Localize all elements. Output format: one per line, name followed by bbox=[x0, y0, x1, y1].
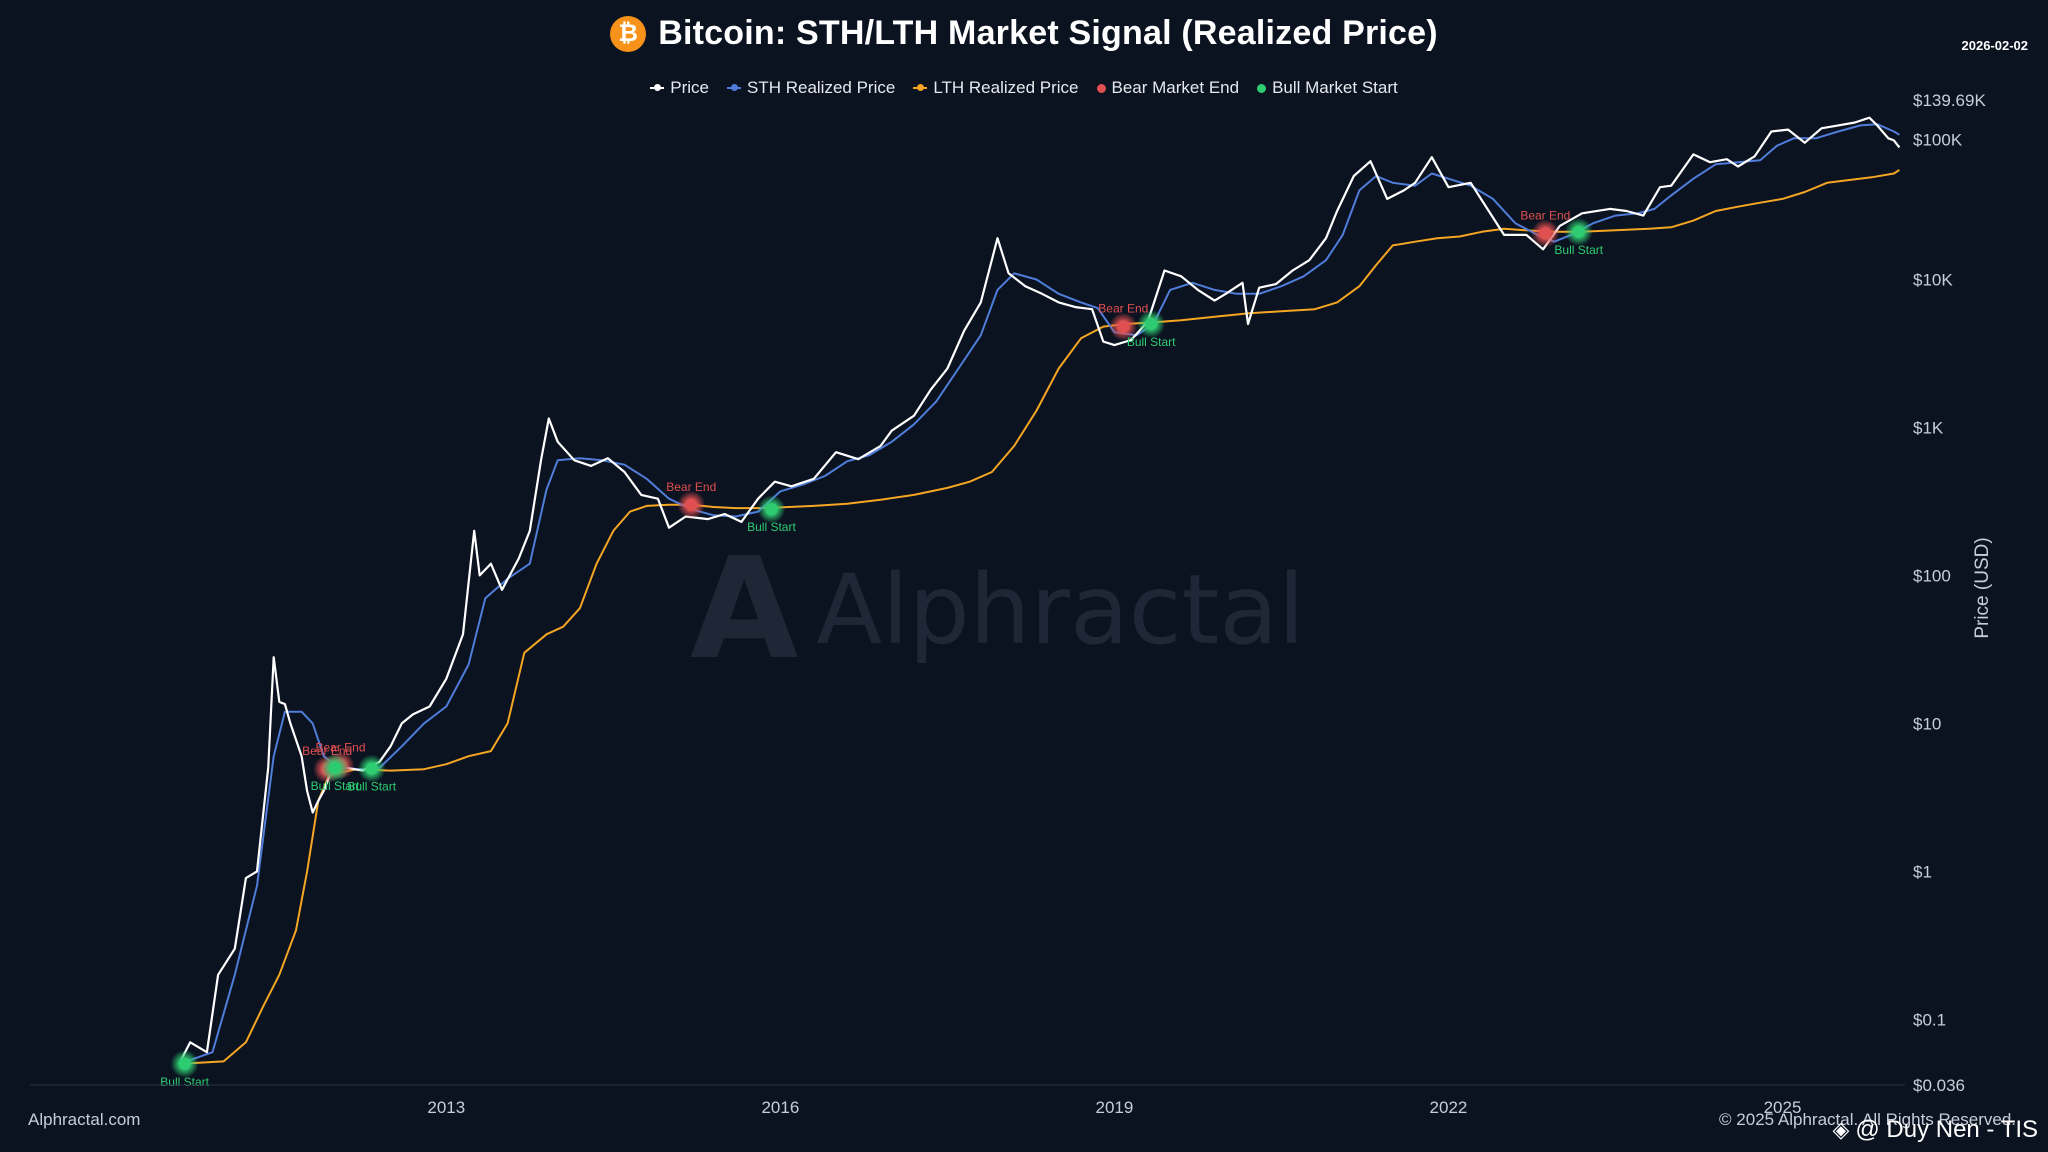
y-tick-label: $139.69K bbox=[1913, 91, 1986, 110]
bitcoin-icon: ₿ bbox=[610, 15, 647, 52]
y-tick-label: $100 bbox=[1913, 566, 1951, 585]
legend-item-sth-realized-price[interactable]: STH Realized Price bbox=[727, 78, 895, 98]
bull-start-label: Bull Start bbox=[1127, 335, 1176, 349]
legend-item-bull-market-start[interactable]: Bull Market Start bbox=[1257, 78, 1398, 98]
chart-title: Bitcoin: STH/LTH Market Signal (Realized… bbox=[658, 14, 1438, 52]
watermark-logo: A bbox=[690, 528, 799, 691]
legend-swatch bbox=[650, 84, 665, 91]
series-sth-realized-price bbox=[178, 123, 1900, 1065]
legend-label: Bull Market Start bbox=[1272, 78, 1398, 97]
bull-start-label: Bull Start bbox=[311, 779, 360, 793]
bull-start-dot bbox=[1572, 225, 1585, 238]
bear-end-label: Bear End bbox=[1098, 302, 1148, 316]
y-axis-label: Price (USD) bbox=[1972, 537, 1993, 638]
legend-label: Price bbox=[670, 78, 709, 97]
bear-end-dot bbox=[1117, 320, 1130, 333]
date-stamp: 2026-02-02 bbox=[1961, 38, 2029, 53]
x-tick-label: 2022 bbox=[1430, 1098, 1468, 1117]
watermark-text: Alphractal bbox=[816, 554, 1305, 666]
credit-badge: ◈ @ Duy Nen - TIS bbox=[1832, 1116, 2038, 1144]
y-tick-label: $10K bbox=[1913, 270, 1953, 289]
y-tick-label: $0.1 bbox=[1913, 1010, 1946, 1029]
source-link[interactable]: Alphractal.com bbox=[28, 1110, 141, 1129]
y-tick-label: $1K bbox=[1913, 418, 1944, 437]
bull-start-dot bbox=[765, 503, 778, 516]
bull-start-dot bbox=[178, 1057, 191, 1070]
bear-end-dot bbox=[1539, 227, 1552, 240]
copyright-text: © 2025 Alphractal. All Rights Reserved. bbox=[1719, 1110, 2016, 1129]
legend-swatch bbox=[913, 84, 928, 91]
legend-label: LTH Realized Price bbox=[933, 78, 1079, 97]
legend-label: Bear Market End bbox=[1111, 78, 1240, 97]
bear-end-label: Bear End bbox=[666, 480, 716, 494]
bull-start-dot bbox=[1145, 318, 1158, 331]
series-lth-realized-price bbox=[179, 169, 1900, 1065]
y-tick-label: $10 bbox=[1913, 714, 1941, 733]
x-tick-label: 2016 bbox=[761, 1098, 799, 1117]
bear-end-label: Bear End bbox=[316, 740, 366, 754]
y-tick-label: $100K bbox=[1913, 130, 1963, 149]
bear-end-dot bbox=[685, 498, 698, 511]
legend: Price STH Realized Price LTH Realized Pric… bbox=[0, 78, 2048, 98]
watermark: A Alphractal bbox=[690, 540, 1305, 680]
legend-label: STH Realized Price bbox=[747, 78, 896, 97]
y-tick-label: $1 bbox=[1913, 862, 1932, 881]
x-tick-label: 2025 bbox=[1764, 1098, 1802, 1117]
bull-start-label: Bull Start bbox=[747, 520, 796, 534]
bull-start-label: Bull Start bbox=[347, 780, 396, 794]
title-bar: ₿ Bitcoin: STH/LTH Market Signal (Realiz… bbox=[0, 14, 2048, 53]
x-tick-label: 2019 bbox=[1096, 1098, 1134, 1117]
x-tick-label: 2013 bbox=[427, 1098, 465, 1117]
legend-swatch bbox=[1096, 83, 1106, 93]
bear-end-label: Bear End bbox=[1520, 208, 1570, 222]
bull-start-label: Bull Start bbox=[1554, 243, 1603, 257]
legend-swatch bbox=[727, 84, 741, 91]
bull-start-dot bbox=[365, 762, 378, 775]
credit-text: @ Duy Nen - TIS bbox=[1855, 1116, 2038, 1143]
bull-start-dot bbox=[328, 761, 341, 774]
binance-icon: ◈ bbox=[1832, 1117, 1850, 1143]
legend-item-bear-market-end[interactable]: Bear Market End bbox=[1096, 78, 1240, 98]
bull-start-label: Bull Start bbox=[160, 1075, 209, 1089]
y-tick-label: $0.036 bbox=[1913, 1076, 1965, 1095]
legend-swatch bbox=[1257, 83, 1267, 93]
legend-item-lth-realized-price[interactable]: LTH Realized Price bbox=[913, 78, 1079, 98]
legend-item-price[interactable]: Price bbox=[650, 78, 709, 98]
